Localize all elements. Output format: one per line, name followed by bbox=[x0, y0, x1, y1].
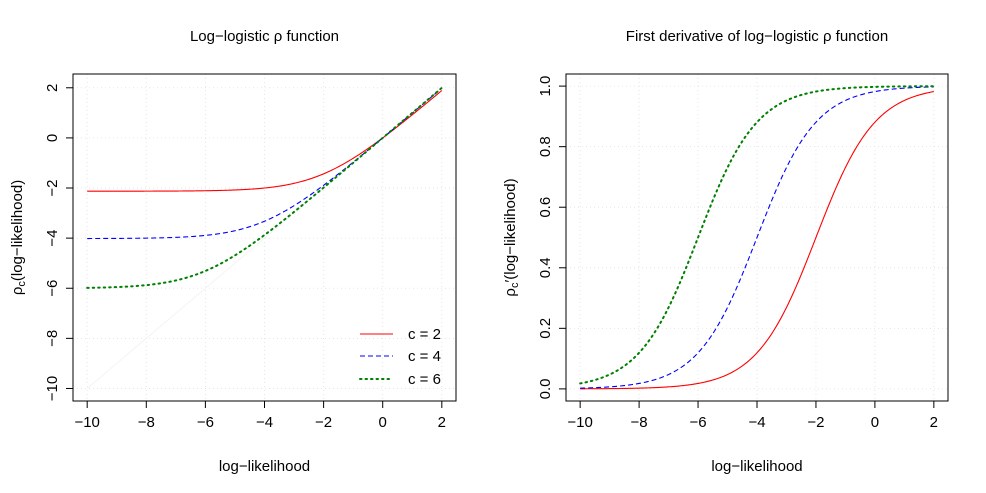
y-tick-label: 0.0 bbox=[537, 378, 554, 399]
x-tick-label: −6 bbox=[689, 414, 706, 431]
x-tick-label: −2 bbox=[315, 414, 332, 431]
y-tick-label: −6 bbox=[44, 280, 61, 297]
chart-title: First derivative of log−logistic ρ funct… bbox=[626, 28, 888, 45]
y-axis: 0.0 0.2 0.4 0.6 0.8 1.0 bbox=[537, 76, 566, 399]
y-tick-label: 0.2 bbox=[537, 318, 554, 339]
x-tick-label: 2 bbox=[438, 414, 446, 431]
x-tick-label: −8 bbox=[138, 414, 155, 431]
y-tick-label: −8 bbox=[44, 330, 61, 347]
y-axis: −10 −8 −6 −4 −2 0 2 bbox=[44, 84, 73, 401]
x-axis: −10 −8 −6 −4 −2 0 2 bbox=[567, 401, 938, 431]
y-tick-label: 0.6 bbox=[537, 197, 554, 218]
x-tick-label: −10 bbox=[74, 414, 99, 431]
y-axis-label-rest: (log−likelihood) bbox=[9, 180, 26, 281]
series-group bbox=[86, 86, 443, 289]
grid bbox=[73, 74, 456, 401]
y-axis-label-rest: ′(log−likelihood) bbox=[502, 178, 519, 282]
legend-label-c4: c = 4 bbox=[408, 348, 441, 365]
y-axis-label-subscript: c bbox=[16, 281, 28, 287]
legend: c = 2 c = 4 c = 6 bbox=[359, 326, 441, 388]
y-tick-label: −10 bbox=[44, 376, 61, 401]
x-axis-label: log−likelihood bbox=[711, 458, 802, 475]
x-tick-label: −8 bbox=[631, 414, 648, 431]
x-tick-label: −2 bbox=[807, 414, 824, 431]
left-panel: −10 −8 −6 −4 −2 0 2 −10 −8 −6 −4 −2 0 2 Log−logistic ρ… bbox=[9, 28, 457, 475]
y-tick-label: −4 bbox=[44, 230, 61, 247]
x-tick-label: −4 bbox=[256, 414, 273, 431]
series-group bbox=[579, 85, 935, 390]
x-tick-label: 0 bbox=[871, 414, 879, 431]
x-axis-label: log−likelihood bbox=[219, 458, 310, 475]
series-line-c2 bbox=[87, 90, 443, 192]
series-line-c6 bbox=[579, 85, 935, 385]
y-tick-label: 0 bbox=[44, 134, 61, 142]
x-tick-label: 0 bbox=[379, 414, 387, 431]
series-line-c4 bbox=[580, 86, 934, 389]
legend-label-c6: c = 6 bbox=[408, 371, 441, 388]
x-tick-label: −6 bbox=[197, 414, 214, 431]
y-axis-label-subscript: c bbox=[509, 282, 521, 288]
y-axis-label-rho: ρ bbox=[502, 288, 519, 297]
grid bbox=[566, 74, 948, 401]
y-axis-label: ρc(log−likelihood) bbox=[9, 180, 28, 295]
x-tick-label: −4 bbox=[748, 414, 765, 431]
y-axis-label-rho: ρ bbox=[9, 287, 26, 296]
y-tick-label: −2 bbox=[44, 179, 61, 196]
x-tick-label: 2 bbox=[930, 414, 938, 431]
y-axis-label: ρc′(log−likelihood) bbox=[502, 178, 521, 296]
y-tick-label: 1.0 bbox=[537, 76, 554, 97]
legend-label-c2: c = 2 bbox=[408, 326, 441, 343]
x-axis: −10 −8 −6 −4 −2 0 2 bbox=[74, 401, 446, 431]
right-panel: −10 −8 −6 −4 −2 0 2 0.0 0.2 0.4 0.6 0.8 1.0 First der… bbox=[502, 28, 949, 475]
chart-title: Log−logistic ρ function bbox=[190, 28, 339, 45]
x-tick-label: −10 bbox=[567, 414, 592, 431]
y-tick-label: 0.8 bbox=[537, 136, 554, 157]
series-line-c6 bbox=[86, 86, 443, 289]
y-tick-label: 2 bbox=[44, 84, 61, 92]
series-line-c2 bbox=[580, 91, 934, 390]
y-tick-label: 0.4 bbox=[537, 257, 554, 278]
